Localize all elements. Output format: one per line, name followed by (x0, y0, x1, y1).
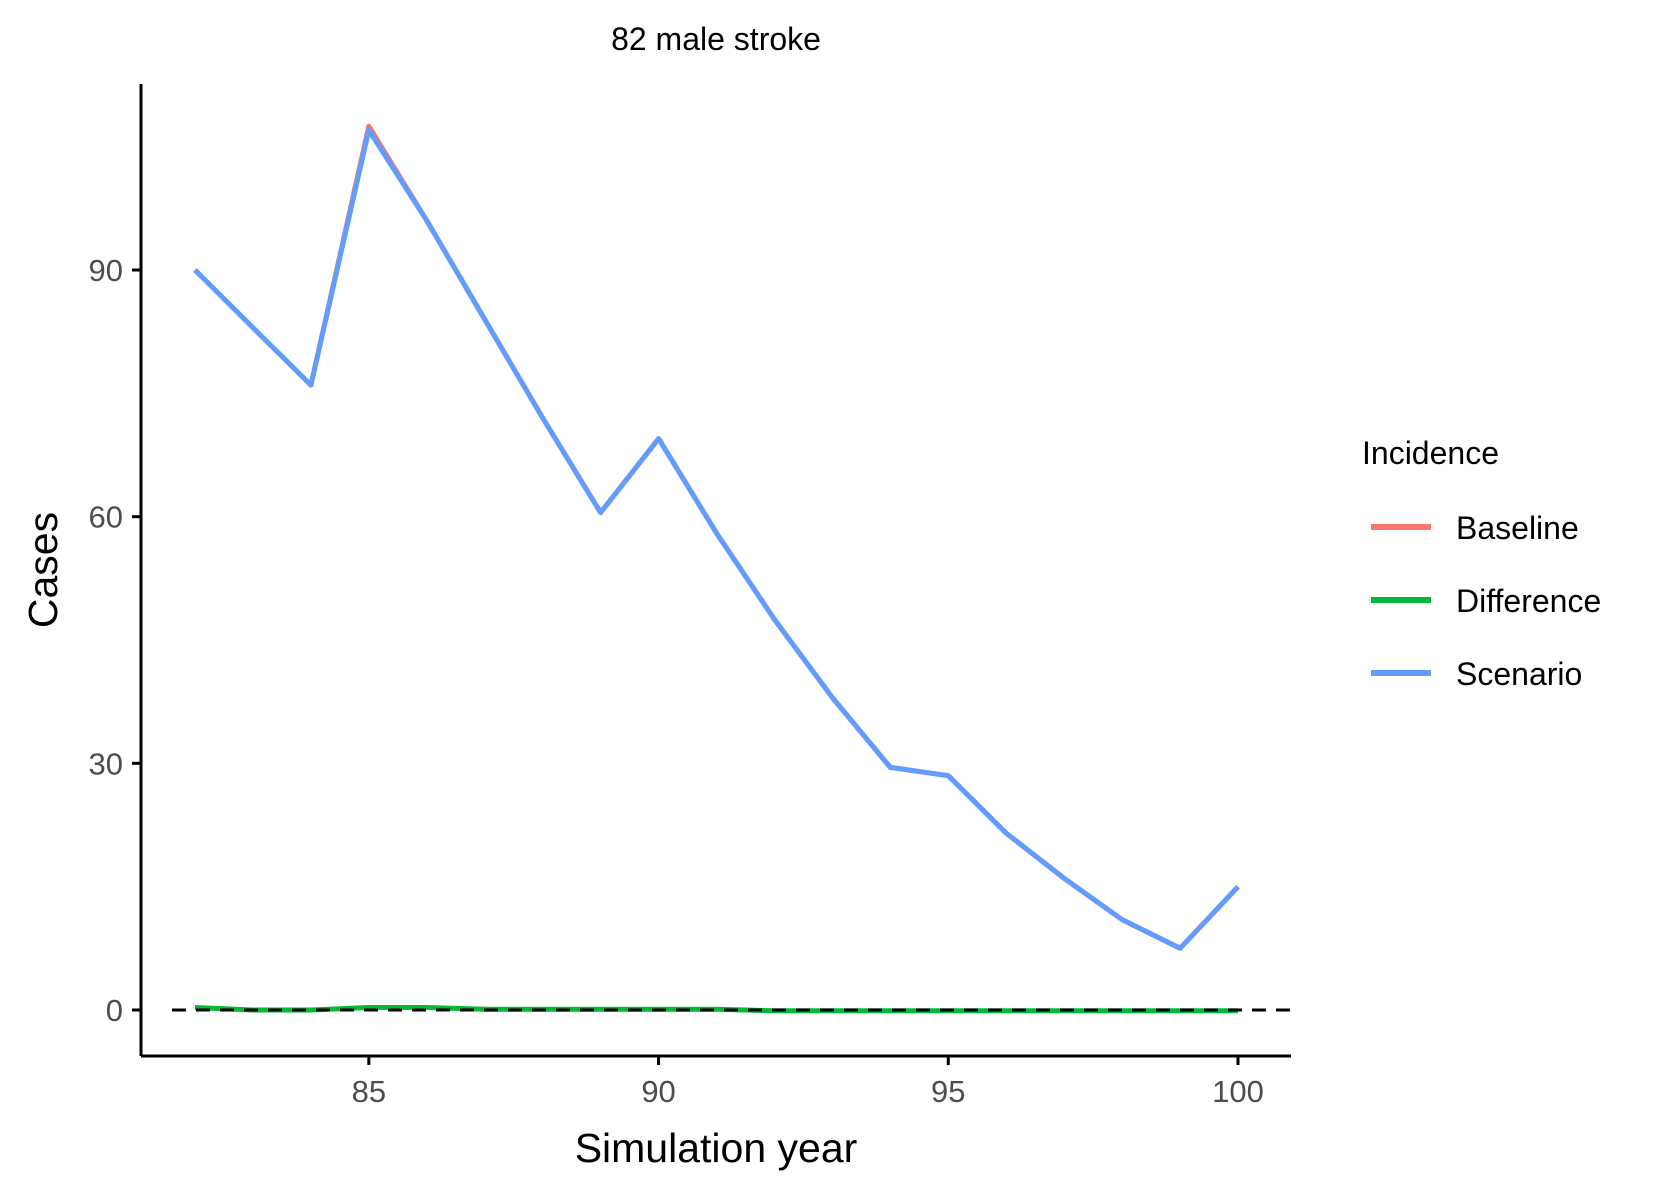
legend-label-scenario: Scenario (1456, 656, 1582, 692)
x-tick-label: 100 (1212, 1074, 1264, 1109)
legend-label-difference: Difference (1456, 583, 1601, 619)
x-tick-label: 90 (641, 1074, 675, 1109)
legend: Incidence Baseline Difference Scenario (1362, 435, 1601, 692)
y-tick-label: 30 (89, 746, 123, 781)
series-line-scenario (193, 127, 1240, 951)
x-axis-title: Simulation year (575, 1125, 858, 1171)
x-tick-label: 95 (931, 1074, 965, 1109)
y-tick-label: 60 (89, 500, 123, 535)
y-axis-ticks: 0 30 60 90 (89, 253, 141, 1028)
legend-title: Incidence (1362, 435, 1499, 471)
y-axis-title: Cases (20, 512, 66, 628)
chart-title: 82 male stroke (611, 21, 821, 57)
x-axis-ticks: 85 90 95 100 (352, 1056, 1264, 1109)
plot-area (172, 123, 1291, 1014)
y-tick-label: 90 (89, 253, 123, 288)
y-tick-label: 0 (106, 993, 123, 1028)
legend-label-baseline: Baseline (1456, 510, 1579, 546)
x-tick-label: 85 (352, 1074, 386, 1109)
